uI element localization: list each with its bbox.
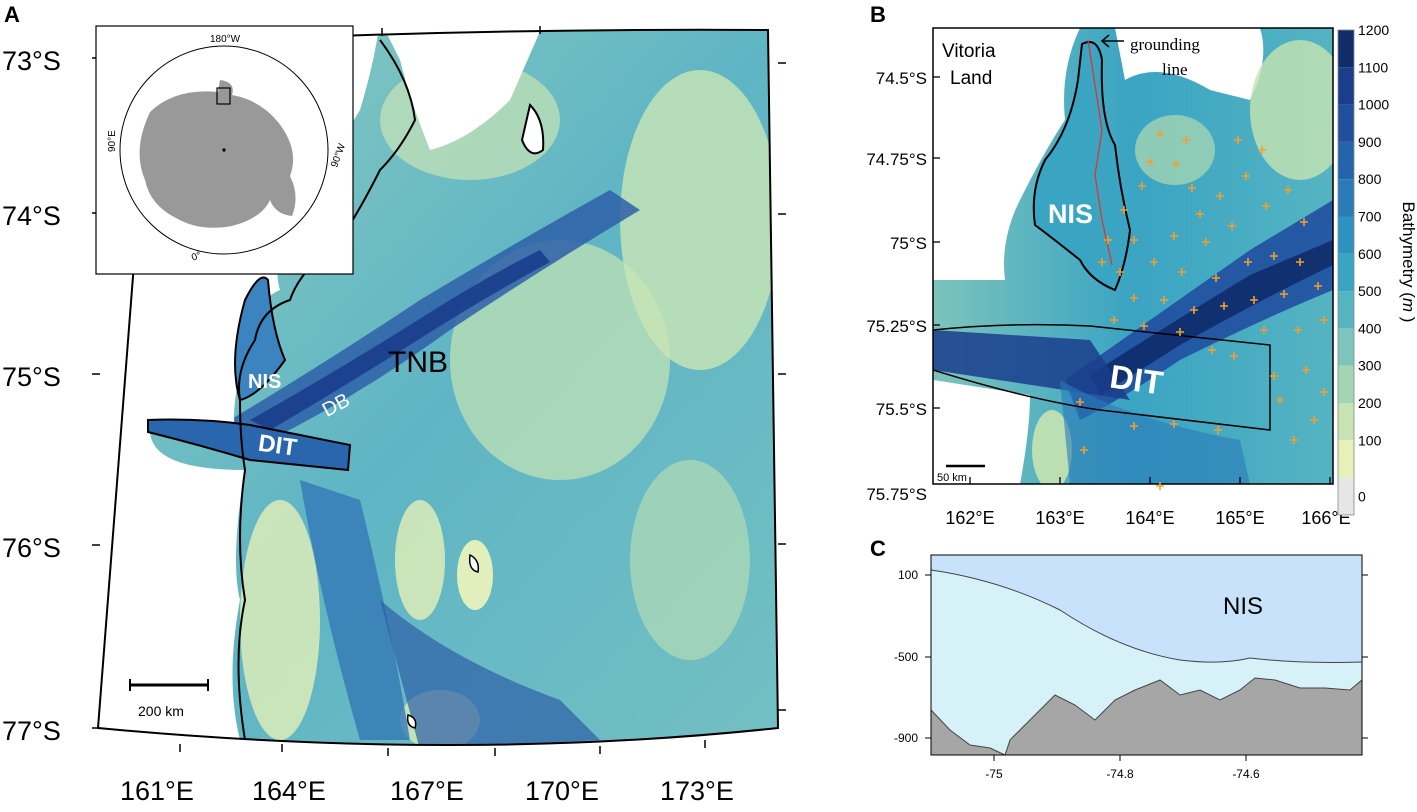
lon-label-170: 170°E [525, 776, 599, 806]
ice-base-line [930, 569, 1363, 663]
inset-label-bottom: 0° [190, 250, 203, 264]
colorbar-swatch [1338, 216, 1354, 254]
panel-b-map: Vitoria Land grounding line NIS DIT 50 k… [866, 22, 1417, 528]
c-y-900: -900 [894, 731, 918, 745]
b-lon-162: 162°E [945, 508, 994, 528]
colorbar-tick-label: 600 [1358, 246, 1382, 262]
colorbar-tick-label: 0 [1358, 488, 1366, 504]
colorbar-tick-label: 700 [1358, 209, 1382, 225]
panel-a-map: 73°S 74°S 75°S 76°S 77°S 161°E 164°E 167… [2, 25, 786, 806]
colorbar-tick-label: 400 [1358, 320, 1382, 336]
lon-label-164: 164°E [252, 776, 326, 806]
grounding-arrow-icon [1100, 34, 1124, 48]
colorbar-tick-label: 1100 [1358, 59, 1388, 75]
b-lon-163: 163°E [1035, 508, 1084, 528]
c-y-500: -500 [894, 650, 918, 664]
lon-label-161: 161°E [120, 776, 194, 806]
inset-label-left: 90°E [107, 130, 118, 152]
inset-label-top: 180°W [210, 34, 241, 45]
b-lon-165: 165°E [1215, 508, 1264, 528]
colorbar-tick-label: 900 [1358, 134, 1382, 150]
colorbar-label: Bathymetry (m ) [1399, 202, 1417, 323]
scale-bar-b-label: 50 km [937, 472, 967, 484]
colorbar-tick-label: 300 [1358, 358, 1382, 374]
lat-label-73: 73°S [2, 46, 61, 76]
lat-label-74: 74°S [2, 201, 61, 231]
grounding-label-line1: grounding [1130, 35, 1200, 54]
c-x-74-8: -74.8 [1106, 767, 1134, 781]
colorbar-tick-label: 1200 [1358, 22, 1389, 38]
feature-dit-b: DIT [1108, 358, 1166, 402]
colorbar-swatch [1338, 328, 1354, 366]
feature-nis-a: NIS [248, 371, 281, 393]
scale-bar-a-label: 200 km [138, 703, 184, 719]
b-lat-75-25: 75.25°S [866, 317, 927, 336]
b-lat-74-5: 74.5°S [876, 69, 927, 88]
lon-label-173: 173°E [660, 776, 734, 806]
feature-nis-b: NIS [1048, 199, 1093, 229]
b-lat-74-75: 74.75°S [866, 150, 927, 169]
colorbar-tick-label: 500 [1358, 283, 1382, 299]
b-lat-75-5: 75.5°S [876, 400, 927, 419]
colorbar-swatch [1338, 30, 1354, 68]
inset-map [95, 25, 354, 275]
scale-bar-a [129, 679, 209, 691]
colorbar-swatch [1338, 253, 1354, 292]
seabed [930, 677, 1363, 756]
b-lat-75-75: 75.75°S [866, 485, 927, 504]
station-markers [1076, 130, 1328, 490]
c-x-74-6: -74.6 [1232, 767, 1260, 781]
panel-c-profile: NIS 100 -500 -900 -75 -74.8 -74.6 [894, 554, 1368, 781]
panel-b-letter: B [870, 2, 886, 27]
colorbar-frame [1337, 29, 1355, 516]
colorbar-tick-label: 1000 [1358, 97, 1389, 113]
colorbar-swatch [1338, 477, 1354, 515]
c-x-75: -75 [985, 767, 1003, 781]
b-lat-75: 75°S [890, 234, 927, 253]
colorbar-tick-label: 100 [1358, 432, 1382, 448]
lat-label-77: 77°S [2, 716, 61, 746]
c-y-100: 100 [898, 568, 918, 582]
panel-a-letter: A [4, 2, 20, 27]
profile-nis-label: NIS [1223, 593, 1263, 620]
colorbar-swatch [1338, 365, 1354, 403]
colorbar-tick-label: 800 [1358, 171, 1382, 187]
colorbar-swatch [1338, 403, 1354, 441]
region-label-line2: Land [950, 68, 992, 89]
region-label-line1: Vitoria [942, 41, 996, 62]
grounding-label-line2: line [1162, 60, 1188, 79]
antarctica-shape [139, 80, 296, 228]
feature-dit-a: DIT [257, 430, 299, 462]
lat-label-76: 76°S [2, 533, 61, 563]
colorbar-swatch [1338, 67, 1354, 105]
colorbar-swatch [1338, 141, 1354, 180]
colorbar-swatch [1338, 291, 1354, 329]
colorbar-swatch [1338, 104, 1354, 142]
colorbar-tick-label: 200 [1358, 395, 1382, 411]
colorbar-swatch [1338, 440, 1354, 478]
colorbar-swatch [1338, 179, 1354, 217]
panel-c-letter: C [870, 536, 886, 561]
lat-label-75: 75°S [2, 362, 61, 392]
feature-tnb: TNB [388, 346, 448, 379]
b-lon-164: 164°E [1125, 508, 1174, 528]
lon-label-167: 167°E [390, 776, 464, 806]
